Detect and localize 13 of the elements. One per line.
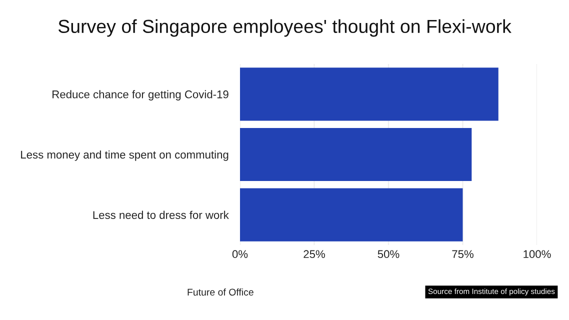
- y-tick-label: Reduce chance for getting Covid-19: [52, 90, 228, 100]
- text: Future of Office: [188, 288, 254, 296]
- bar: [240, 188, 463, 242]
- bar: [240, 128, 472, 182]
- x-tick-label: 0%: [232, 250, 248, 258]
- x-tick-label: 25%: [304, 250, 325, 258]
- x-tick-label: 50%: [378, 250, 400, 258]
- y-tick-label: Less need to dress for work: [93, 210, 229, 219]
- x-tick-label: 100%: [524, 250, 551, 258]
- y-tick-label: Less money and time spent on commuting: [21, 150, 228, 161]
- bar: [240, 68, 498, 121]
- x-tick-label: 75%: [452, 250, 474, 258]
- chart-title: Survey of Singapore employees' thought on Flexi-work: [58, 19, 512, 37]
